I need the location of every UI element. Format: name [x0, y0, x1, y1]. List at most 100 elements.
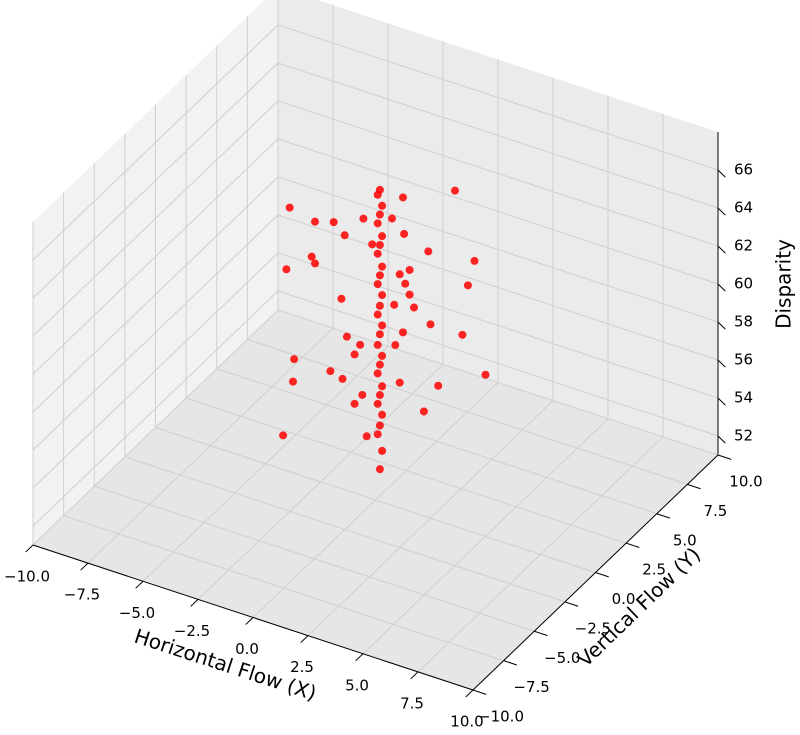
- y-tick-label: 10.0: [729, 473, 762, 491]
- grid-line: [247, 338, 688, 485]
- x-tick-label: −2.5: [174, 622, 210, 640]
- x-tick: [245, 617, 254, 625]
- y-tick: [534, 630, 548, 637]
- x-tick-label: 7.5: [400, 694, 424, 712]
- point: [400, 229, 409, 238]
- y-tick-label: −7.5: [513, 678, 549, 696]
- y-tick-label: 2.5: [642, 561, 666, 579]
- point: [395, 378, 404, 387]
- z-tick-label: 60: [734, 275, 753, 293]
- grid-line: [277, 176, 719, 323]
- z-tick-label: 52: [734, 427, 753, 445]
- point: [391, 341, 400, 350]
- point: [419, 407, 428, 416]
- x-tick-label: 10.0: [450, 713, 483, 731]
- axes: −10.0−7.5−5.0−2.50.02.55.07.510.0−10.0−7…: [4, 132, 763, 731]
- grid-line: [124, 456, 566, 603]
- y-axis-line: [472, 454, 719, 691]
- grid-line: [277, 62, 719, 209]
- point: [368, 240, 377, 249]
- point: [399, 328, 407, 337]
- point: [326, 367, 335, 376]
- point: [405, 265, 414, 274]
- grid-line: [32, 252, 279, 489]
- grid-line: [277, 290, 719, 437]
- point: [373, 219, 382, 228]
- point: [373, 430, 382, 439]
- y-tick-label: 0.0: [612, 590, 636, 608]
- point: [358, 390, 367, 399]
- point: [378, 410, 387, 419]
- z-axis-label: Disparity: [772, 239, 796, 329]
- grid-line: [277, 100, 719, 247]
- point: [378, 351, 387, 360]
- z-tick: [717, 435, 726, 444]
- point: [338, 374, 347, 383]
- point: [375, 421, 384, 430]
- point: [378, 382, 387, 391]
- x-tick-label: −10.0: [4, 568, 50, 586]
- point: [378, 201, 387, 210]
- grid-line: [277, 138, 719, 285]
- point: [337, 294, 346, 303]
- point: [434, 381, 443, 390]
- x-tick: [190, 599, 199, 607]
- point: [373, 190, 382, 199]
- z-tick: [717, 245, 726, 254]
- grid-line: [32, 214, 279, 451]
- y-tick: [687, 483, 701, 490]
- point: [340, 231, 349, 240]
- point: [481, 370, 490, 379]
- y-tick-label: 7.5: [703, 502, 727, 520]
- point: [395, 270, 404, 279]
- y-tick-label: −5.0: [544, 649, 580, 667]
- point: [375, 360, 384, 369]
- point: [375, 210, 384, 219]
- y-tick: [717, 454, 732, 460]
- point: [282, 265, 291, 274]
- z-tick-label: 66: [734, 161, 753, 179]
- point: [375, 330, 384, 339]
- grid-line: [32, 176, 279, 413]
- grid-line: [277, 24, 719, 171]
- grid-line: [277, 214, 719, 361]
- x-tick: [25, 544, 34, 553]
- z-tick-label: 56: [734, 351, 753, 369]
- point: [378, 291, 387, 300]
- point: [350, 350, 359, 359]
- point: [399, 193, 407, 202]
- point: [401, 279, 410, 288]
- point: [373, 340, 382, 349]
- point: [378, 446, 387, 455]
- point: [359, 214, 368, 223]
- point: [375, 391, 384, 400]
- y-tick-label: −2.5: [575, 619, 611, 637]
- point: [307, 252, 316, 261]
- y-tick: [625, 542, 640, 548]
- x-tick: [80, 562, 89, 571]
- x-tick: [300, 635, 309, 644]
- z-tick-label: 54: [734, 389, 753, 407]
- point: [362, 432, 371, 441]
- x-tick-label: 0.0: [235, 640, 259, 658]
- point: [375, 301, 384, 310]
- point: [463, 281, 472, 290]
- point: [458, 330, 467, 339]
- point: [350, 399, 359, 408]
- z-tick: [717, 207, 726, 216]
- point: [373, 369, 382, 378]
- z-tick-label: 64: [734, 199, 753, 217]
- point: [451, 186, 459, 195]
- point: [375, 240, 384, 249]
- point: [426, 320, 435, 329]
- point: [373, 280, 382, 289]
- x-tick-label: −5.0: [119, 604, 155, 622]
- point: [378, 262, 387, 271]
- points: [279, 185, 490, 474]
- point: [311, 259, 319, 268]
- point: [390, 300, 399, 309]
- point: [375, 465, 384, 474]
- point: [290, 355, 299, 364]
- y-tick: [595, 572, 609, 578]
